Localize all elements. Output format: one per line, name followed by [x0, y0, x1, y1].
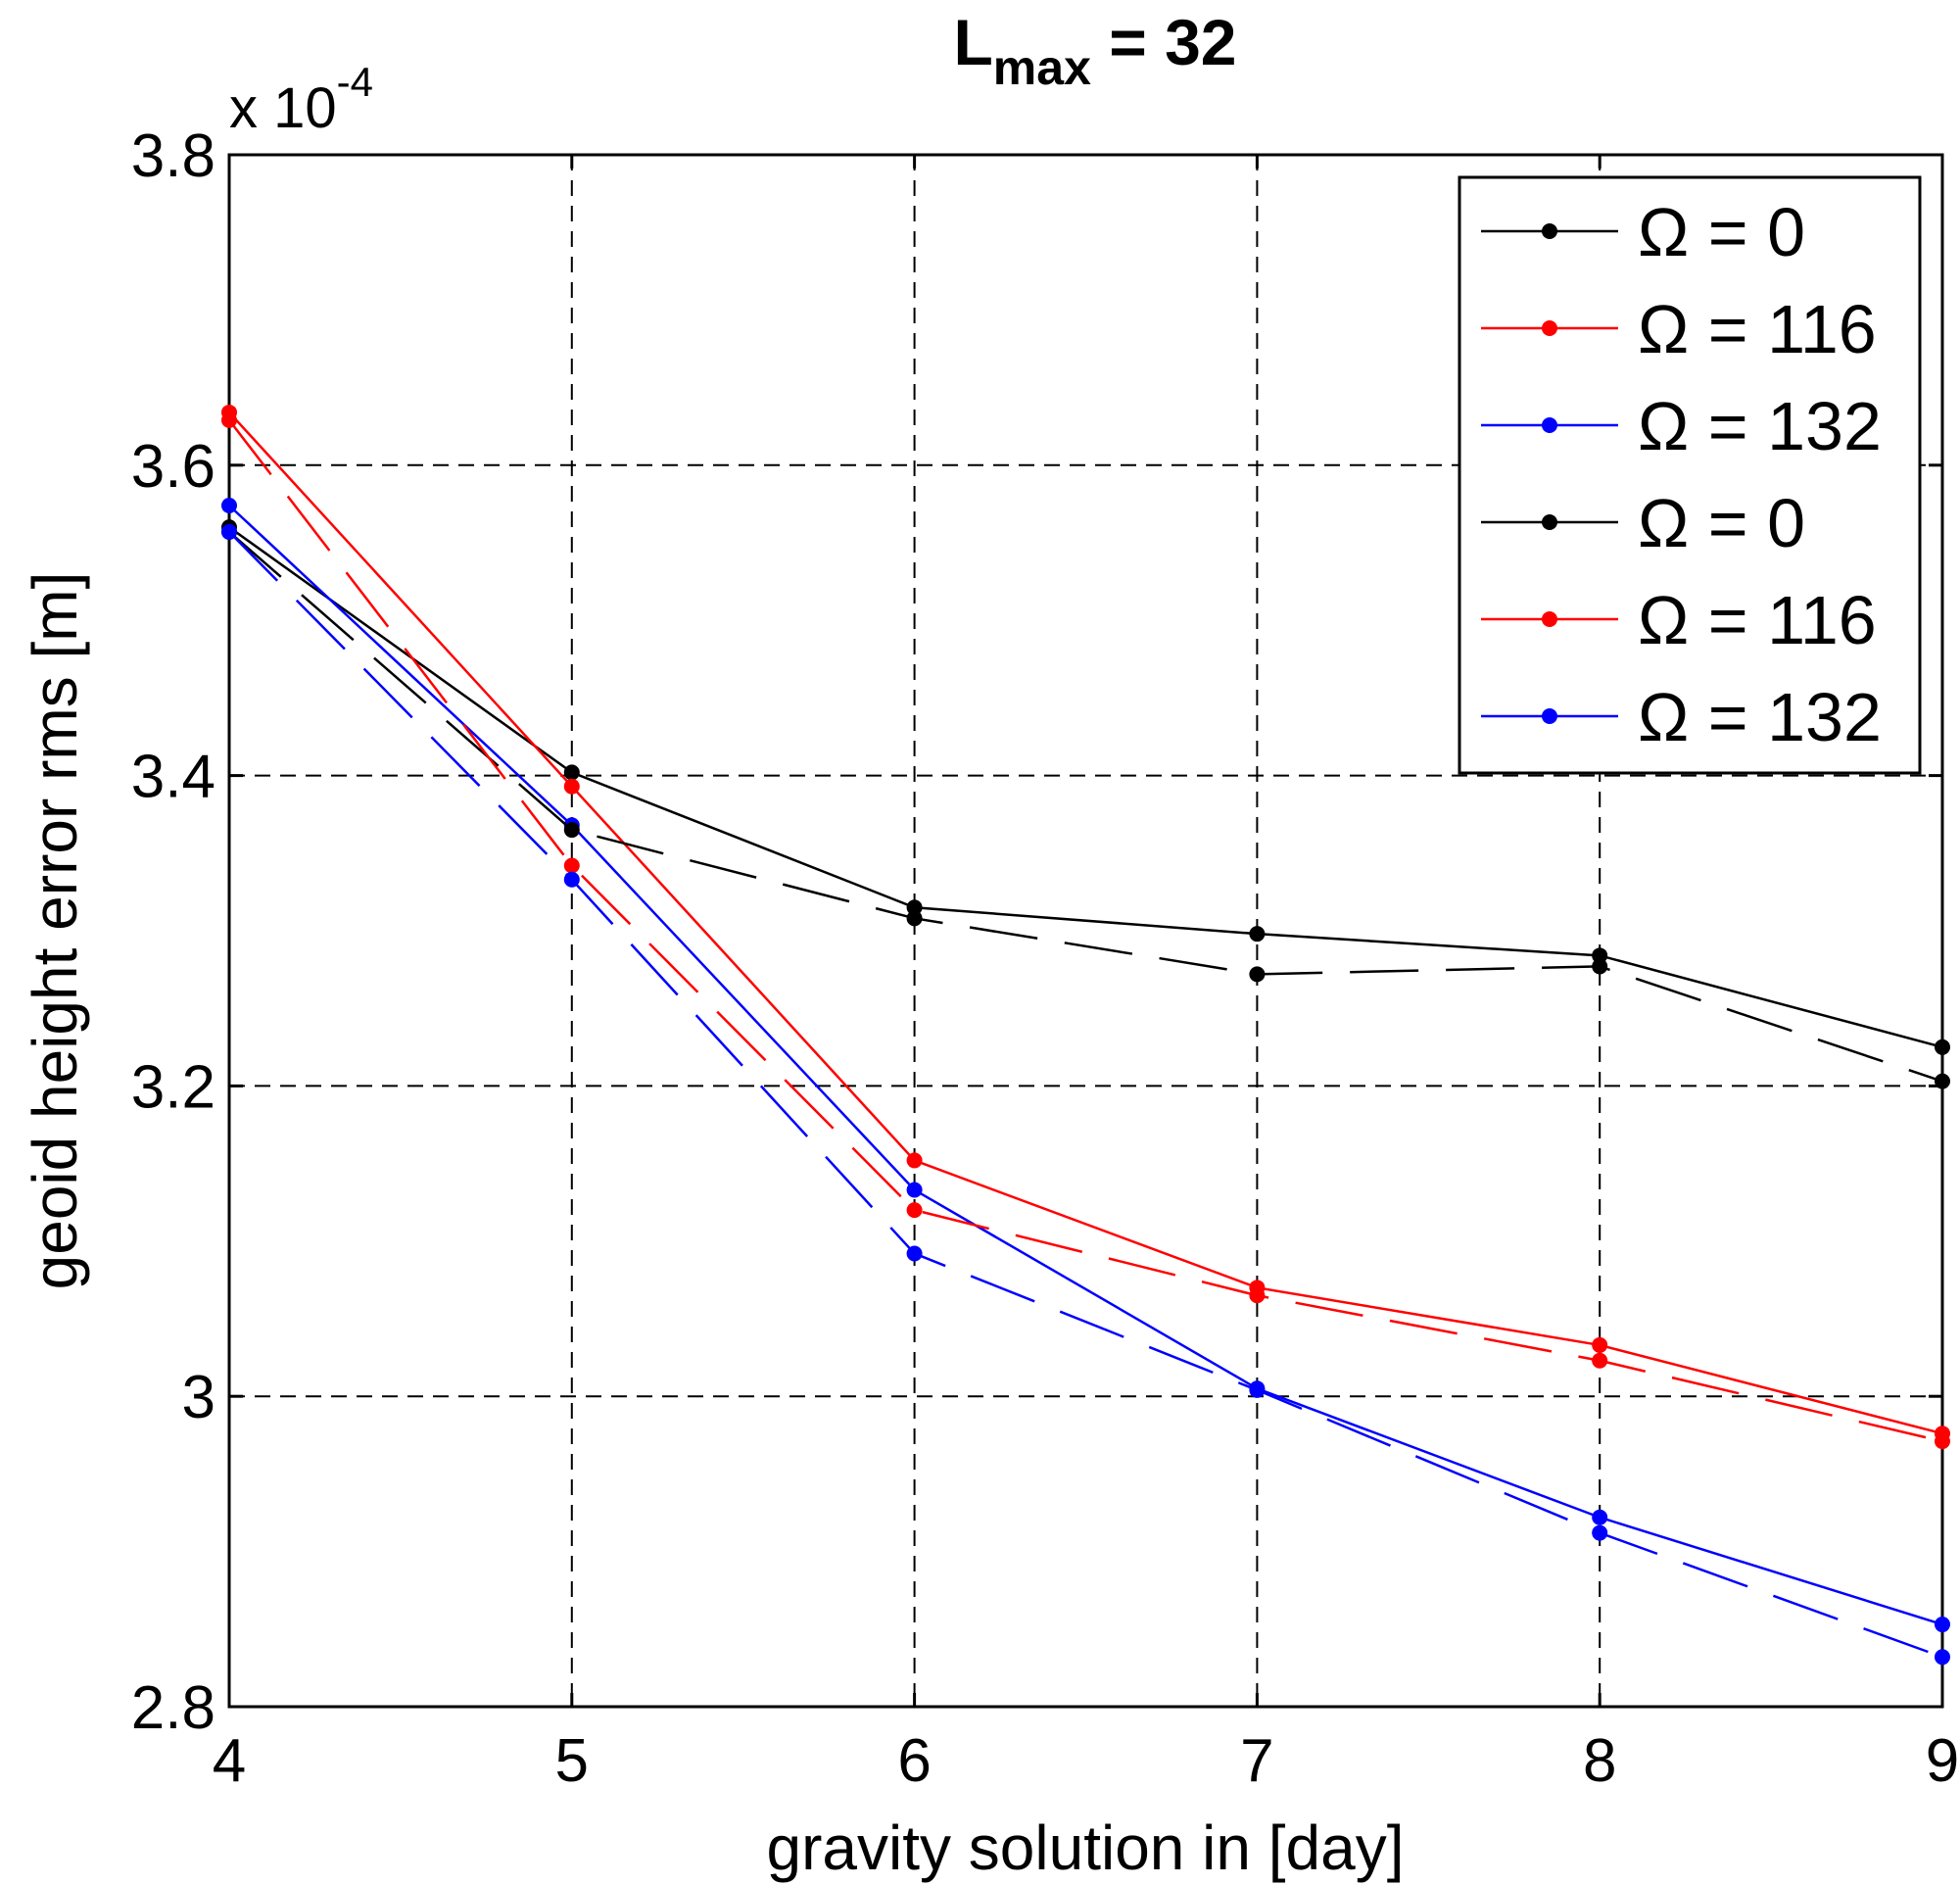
series-5	[221, 411, 1950, 1450]
data-point	[906, 1182, 923, 1198]
y-axis-label: geoid height error rms [m]	[20, 572, 90, 1290]
data-point	[563, 778, 580, 795]
legend-entry: Ω = 116	[1481, 582, 1877, 658]
data-point	[1935, 1617, 1950, 1633]
series-2	[221, 404, 1950, 1442]
data-point	[1249, 1287, 1266, 1304]
data-point	[563, 871, 580, 888]
data-point	[906, 899, 923, 916]
series-6	[221, 523, 1950, 1666]
data-point	[906, 910, 923, 927]
legend-marker	[1542, 514, 1557, 530]
data-point	[221, 411, 237, 428]
legend-label: Ω = 116	[1638, 291, 1877, 367]
x-tick-label: 8	[1583, 1727, 1616, 1795]
x-tick-label: 9	[1926, 1727, 1959, 1795]
series-1	[221, 519, 1950, 1055]
legend-label: Ω = 0	[1638, 194, 1805, 270]
series-line	[228, 505, 1943, 1626]
data-point	[563, 764, 580, 781]
data-point	[1592, 947, 1608, 964]
axis-ticks: 4 5 6 7 8 9 2.8 3 3.2 3.4 3.6 3.8	[131, 122, 1959, 1795]
y-tick-label: 2.8	[131, 1674, 215, 1742]
legend-label: Ω = 0	[1638, 485, 1805, 561]
data-point	[1935, 1039, 1950, 1055]
y-multiplier-exponent: -4	[337, 59, 373, 105]
x-tick-label: 7	[1240, 1727, 1273, 1795]
series-line	[228, 531, 1943, 1659]
y-tick-label: 3.4	[131, 744, 215, 811]
legend-entry: Ω = 116	[1481, 291, 1877, 367]
legend-label: Ω = 116	[1638, 582, 1877, 658]
series-line	[228, 530, 1943, 1083]
data-point	[1249, 926, 1266, 942]
legend-marker	[1542, 320, 1557, 336]
axes-box	[227, 153, 1944, 1709]
data-point	[1935, 1073, 1950, 1089]
y-tick-label: 3	[182, 1364, 215, 1431]
data-point	[221, 497, 237, 513]
legend-marker	[1542, 417, 1557, 433]
data-point	[906, 1152, 923, 1169]
legend-label: Ω = 132	[1638, 388, 1882, 464]
data-point	[563, 857, 580, 874]
data-point	[1249, 1381, 1266, 1398]
data-point	[1249, 966, 1266, 983]
x-axis-label: gravity solution in [day]	[767, 1812, 1405, 1883]
data-point	[1592, 1509, 1608, 1525]
chart-title-sub: max	[993, 40, 1091, 95]
x-tick-label: 5	[555, 1727, 589, 1795]
series-line	[228, 411, 1943, 1435]
chart-title: Lmax = 32	[953, 6, 1236, 95]
data-point	[1592, 1336, 1608, 1353]
x-tick-label: 4	[213, 1727, 246, 1795]
chart-title-rest: = 32	[1091, 6, 1237, 78]
data-point	[1935, 1433, 1950, 1450]
y-tick-label: 3.6	[131, 433, 215, 501]
legend-marker	[1542, 223, 1557, 239]
legend-entries: Ω = 0 Ω = 116 Ω = 132 Ω = 0 Ω = 116 Ω = 132	[1481, 194, 1882, 755]
legend-marker	[1542, 708, 1557, 724]
legend-box	[1458, 175, 1922, 775]
y-multiplier-base: x 10	[229, 76, 337, 140]
data-point	[1592, 1352, 1608, 1369]
legend-entry: Ω = 132	[1481, 679, 1882, 755]
data-point	[1592, 958, 1608, 975]
y-tick-label: 3.8	[131, 122, 215, 190]
x-tick-label: 6	[897, 1727, 931, 1795]
legend-entry: Ω = 132	[1481, 388, 1882, 464]
legend-marker	[1542, 611, 1557, 627]
chart-title-main: L	[953, 6, 992, 78]
series-layer	[221, 404, 1950, 1666]
data-point	[1935, 1649, 1950, 1666]
data-point	[1592, 1524, 1608, 1541]
data-point	[906, 1245, 923, 1262]
y-tick-label: 3.2	[131, 1053, 215, 1121]
series-4	[221, 523, 1950, 1089]
y-multiplier: x 10-4	[229, 59, 373, 140]
data-point	[563, 822, 580, 839]
series-line	[228, 526, 1943, 1049]
legend-entry: Ω = 0	[1481, 485, 1805, 561]
data-point	[221, 523, 237, 540]
data-point	[906, 1202, 923, 1219]
legend: Ω = 0 Ω = 116 Ω = 132 Ω = 0 Ω = 116 Ω = 132	[1458, 175, 1922, 775]
series-3	[221, 497, 1950, 1633]
legend-entry: Ω = 0	[1481, 194, 1805, 270]
legend-label: Ω = 132	[1638, 679, 1882, 755]
